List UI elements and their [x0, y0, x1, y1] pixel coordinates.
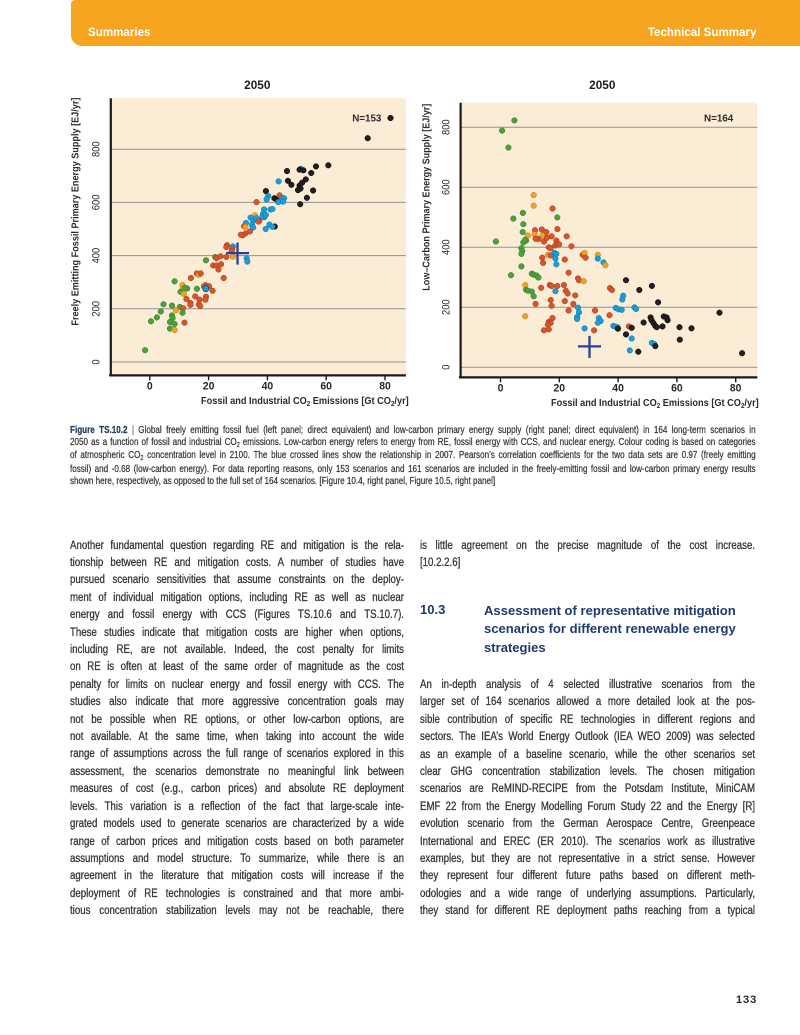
svg-text:800: 800: [440, 119, 452, 135]
svg-text:200: 200: [440, 299, 452, 315]
svg-text:400: 400: [91, 248, 103, 264]
svg-text:40: 40: [262, 380, 274, 392]
svg-text:60: 60: [320, 380, 332, 392]
svg-text:0: 0: [147, 380, 153, 392]
svg-text:N=153: N=153: [352, 113, 382, 124]
svg-text:400: 400: [440, 239, 452, 255]
svg-text:20: 20: [554, 382, 566, 394]
svg-text:20: 20: [203, 380, 215, 392]
svg-text:0: 0: [440, 365, 452, 370]
svg-text:60: 60: [671, 382, 683, 394]
svg-text:40: 40: [612, 382, 624, 394]
svg-text:Low–Carbon Primary Energy Supp: Low–Carbon Primary Energy Supply [EJ/yr]: [421, 104, 432, 291]
svg-text:2050: 2050: [244, 78, 271, 92]
svg-text:80: 80: [379, 380, 391, 392]
svg-text:80: 80: [730, 382, 742, 394]
svg-text:Freely Emitting Fossil Primary: Freely Emitting Fossil Primary Energy Su…: [71, 98, 82, 326]
svg-text:0: 0: [498, 382, 504, 394]
svg-text:600: 600: [91, 195, 103, 211]
svg-text:200: 200: [91, 301, 103, 317]
svg-text:800: 800: [91, 141, 103, 157]
svg-text:600: 600: [440, 179, 452, 195]
svg-text:N=164: N=164: [704, 113, 734, 124]
svg-text:0: 0: [91, 359, 103, 364]
svg-text:2050: 2050: [589, 78, 616, 92]
